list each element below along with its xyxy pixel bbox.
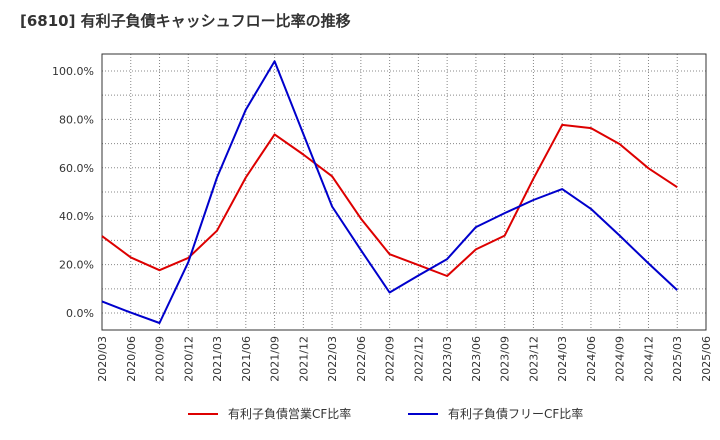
plot-area [101,53,707,331]
x-tick-label: 2020/12 [182,336,195,382]
x-tick-label: 2021/06 [240,336,253,382]
y-tick-label: 20.0% [59,259,94,272]
x-tick-label: 2022/12 [412,336,425,382]
series-layer [101,60,678,324]
legend-label-1: 有利子負債営業CF比率 [228,406,351,421]
x-tick-label: 2020/06 [125,336,138,382]
x-tick-label: 2024/09 [614,336,627,382]
x-tick-label: 2023/09 [499,336,512,382]
axis-layer [101,53,707,331]
x-tick-label: 2021/09 [269,336,282,382]
x-tick-label: 2023/06 [470,336,483,382]
x-tick-label: 2024/03 [556,336,569,382]
x-tick-label: 2021/03 [211,336,224,382]
x-tick-label: 2020/09 [154,336,167,382]
x-tick-label: 2022/09 [384,336,397,382]
x-tick-label: 2022/06 [355,336,368,382]
label-layer: 0.0% 20.0% 40.0% 60.0% 80.0% 100.0% 2020/03 202… [52,65,713,382]
legend: 有利子負債営業CF比率 有利子負債フリーCF比率 [188,406,583,421]
x-tick-label: 2023/12 [527,336,540,382]
legend-label-2: 有利子負債フリーCF比率 [448,406,583,421]
chart-title: [6810] 有利子負債キャッシュフロー比率の推移 [20,12,351,30]
y-tick-label: 0.0% [66,307,94,320]
y-tick-label: 100.0% [52,65,94,78]
y-tick-label: 40.0% [59,210,94,223]
y-tick-label: 80.0% [59,113,94,126]
y-tick-label: 60.0% [59,162,94,175]
x-tick-label: 2025/06 [700,336,713,382]
x-tick-label: 2025/03 [671,336,684,382]
grid-layer [101,54,707,330]
x-tick-label: 2024/12 [642,336,655,382]
x-tick-label: 2020/03 [96,336,109,382]
x-tick-label: 2024/06 [585,336,598,382]
x-tick-label: 2022/03 [326,336,339,382]
x-tick-label: 2021/12 [297,336,310,382]
x-tick-label: 2023/03 [441,336,454,382]
